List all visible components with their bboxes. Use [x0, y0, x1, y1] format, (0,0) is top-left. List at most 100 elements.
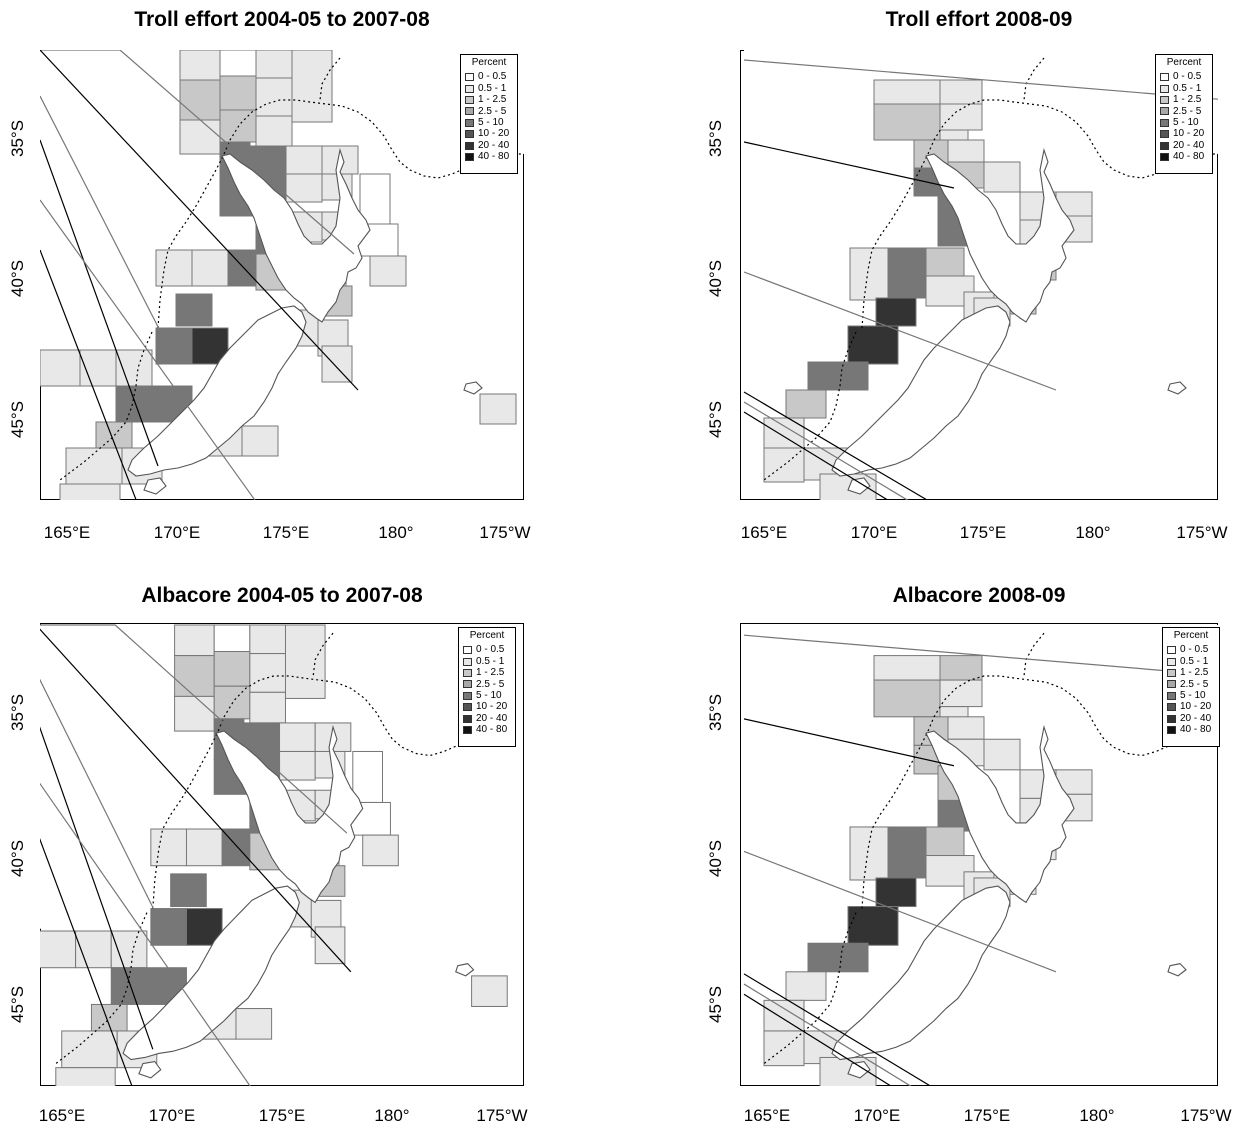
- legend-label: 5 - 10: [1180, 690, 1206, 702]
- effort-cell: [983, 738, 1021, 771]
- x-tick-tl-175w: 175°W: [479, 523, 531, 542]
- effort-cell: [925, 247, 965, 277]
- legend-swatch: [1167, 646, 1176, 655]
- effort-cell: [947, 139, 985, 163]
- effort-cell: [939, 103, 983, 131]
- effort-cell: [65, 447, 123, 485]
- legend-label: 0.5 - 1: [1180, 655, 1209, 667]
- x-tick-br-180: 180°: [1079, 1106, 1115, 1125]
- map-layer: [743, 625, 1218, 1086]
- effort-cell: [847, 906, 899, 946]
- effort-cell: [170, 873, 207, 908]
- x-tick-br-175e: 175°E: [963, 1106, 1011, 1125]
- coastline: [831, 305, 1011, 477]
- legend-swatch: [465, 118, 474, 127]
- map-panel-br: [740, 623, 1218, 1086]
- effort-cell: [352, 750, 383, 803]
- legend-title: Percent: [469, 630, 505, 641]
- legend-item: 1 - 2.5: [1163, 667, 1219, 678]
- legend-item: 2.5 - 5: [461, 106, 517, 117]
- legend-label: 2.5 - 5: [476, 678, 505, 690]
- eez-boundary: [763, 57, 1218, 481]
- effort-cell: [115, 349, 153, 387]
- legend-label: 1 - 2.5: [478, 94, 507, 106]
- effort-cell: [40, 930, 77, 969]
- coastline: [1167, 381, 1187, 395]
- legend-swatch: [1160, 141, 1169, 150]
- legend-item: 20 - 40: [461, 140, 517, 151]
- y-tick-br-40: 40°S: [706, 839, 725, 877]
- legend-swatch: [1167, 680, 1176, 689]
- y-tick-tr-40: 40°S: [706, 259, 725, 297]
- x-tick-br-165e: 165°E: [743, 1106, 791, 1125]
- map-panel-tl: [40, 50, 524, 500]
- legend-label: 0 - 0.5: [476, 644, 505, 656]
- legend-swatch: [1160, 107, 1169, 116]
- effort-cell: [763, 447, 805, 483]
- vessel-track-line: [743, 634, 1218, 676]
- effort-cell: [179, 50, 221, 81]
- legend-label: 40 - 80: [476, 724, 508, 736]
- legend-item: 10 - 20: [1163, 701, 1219, 712]
- coastline: [831, 885, 1011, 1061]
- vessel-track-line: [743, 718, 955, 767]
- effort-cell: [807, 942, 869, 973]
- x-tick-tl-175e: 175°E: [262, 523, 310, 542]
- y-tick-tl-45: 45°S: [8, 400, 27, 438]
- legend-swatch: [463, 657, 472, 666]
- legend-label: 10 - 20: [1180, 701, 1212, 713]
- vessel-track-line: [40, 249, 137, 500]
- effort-cell: [40, 349, 81, 387]
- legend-item: 1 - 2.5: [459, 667, 515, 678]
- effort-cell: [875, 297, 917, 327]
- vessel-track-line: [743, 59, 1218, 100]
- vessel-track-line: [743, 850, 1057, 973]
- legend-item: 10 - 20: [1156, 128, 1212, 139]
- effort-cell: [887, 826, 927, 879]
- legend-item: 0.5 - 1: [461, 83, 517, 94]
- coastline: [847, 477, 871, 495]
- vessel-track-line: [743, 401, 909, 500]
- legend-swatch: [1160, 118, 1169, 127]
- eez-boundary: [59, 57, 524, 481]
- legend-item: 40 - 80: [461, 151, 517, 162]
- x-tick-tl-165e: 165°E: [43, 523, 91, 542]
- x-tick-bl-175w: 175°W: [476, 1106, 528, 1125]
- vessel-track-line: [40, 838, 133, 1086]
- y-tick-tl-35: 35°S: [8, 119, 27, 157]
- legend-label: 2.5 - 5: [1180, 678, 1209, 690]
- effort-cell: [235, 1008, 273, 1040]
- y-tick-br-35: 35°S: [706, 693, 725, 731]
- x-tick-tl-180: 180°: [378, 523, 414, 542]
- legend-label: 1 - 2.5: [1180, 667, 1209, 679]
- y-tick-bl-35: 35°S: [8, 693, 27, 731]
- legend-swatch: [463, 646, 472, 655]
- y-tick-bl-40: 40°S: [8, 839, 27, 877]
- effort-cell: [179, 79, 221, 121]
- effort-cell: [285, 145, 323, 175]
- legend-swatch: [465, 84, 474, 93]
- effort-cell: [875, 877, 917, 908]
- legend-label: 5 - 10: [476, 690, 502, 702]
- x-tick-br-175w: 175°W: [1180, 1106, 1232, 1125]
- effort-cell: [155, 249, 193, 287]
- y-tick-tl-40: 40°S: [8, 259, 27, 297]
- effort-cell: [110, 967, 148, 1005]
- legend-swatch: [1160, 95, 1169, 104]
- legend-swatch: [1167, 703, 1176, 712]
- effort-cell: [849, 247, 889, 301]
- effort-cell: [849, 826, 889, 881]
- legend-swatch: [1167, 725, 1176, 734]
- legend-item: 20 - 40: [459, 713, 515, 724]
- effort-cell: [925, 826, 965, 857]
- vessel-track-line: [40, 678, 172, 944]
- legend-item: 0 - 0.5: [1156, 71, 1212, 82]
- effort-cell: [314, 926, 346, 965]
- vessel-track-line: [40, 50, 355, 255]
- effort-cell: [939, 655, 983, 681]
- effort-cell: [785, 389, 827, 419]
- eez-region: [40, 625, 516, 929]
- legend-swatch: [463, 668, 472, 677]
- panel-title-br: Albacore 2008-09: [892, 584, 1066, 607]
